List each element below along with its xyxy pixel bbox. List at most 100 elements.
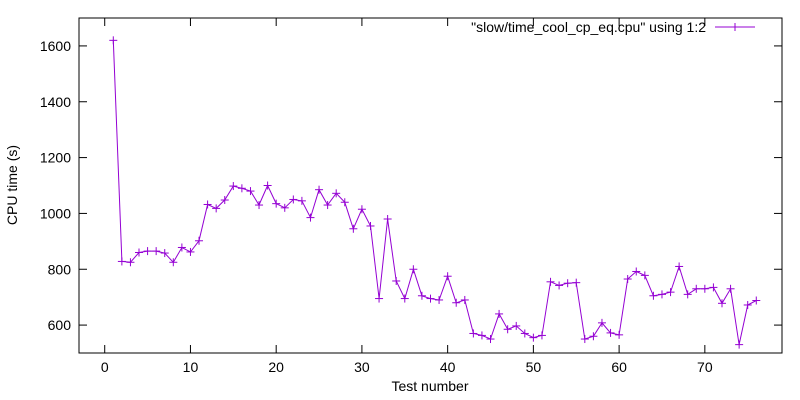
x-tick-label: 60 (611, 359, 627, 375)
data-point-marker (315, 185, 324, 194)
data-point-marker (735, 340, 744, 349)
data-point-marker (495, 309, 504, 318)
data-point-marker (700, 284, 709, 293)
data-point-marker (537, 331, 546, 340)
data-point-marker (717, 299, 726, 308)
data-point-marker (615, 330, 624, 339)
data-point-marker (117, 257, 126, 266)
y-tick-label: 1600 (40, 38, 71, 54)
data-point-marker (400, 294, 409, 303)
data-point-marker (580, 335, 589, 344)
data-point-marker (469, 329, 478, 338)
data-point-marker (160, 249, 169, 258)
data-point-marker (392, 276, 401, 285)
data-point-marker (375, 294, 384, 303)
data-point-marker (563, 279, 572, 288)
data-point-marker (417, 291, 426, 300)
x-tick-label: 10 (183, 359, 199, 375)
y-tick-label: 1400 (40, 94, 71, 110)
data-point-marker (126, 258, 135, 267)
data-point-marker (409, 265, 418, 274)
data-point-marker (109, 36, 118, 45)
data-point-marker (366, 221, 375, 230)
legend-marker (731, 23, 739, 31)
x-tick-label: 20 (268, 359, 284, 375)
data-point-marker (546, 277, 555, 286)
data-point-marker (529, 333, 538, 342)
data-point-marker (683, 290, 692, 299)
y-axis-label: CPU time (s) (4, 145, 20, 225)
x-axis: 0 10 20 30 40 50 60 70 (101, 18, 713, 375)
data-point-marker (143, 247, 152, 256)
data-point-marker (726, 284, 735, 293)
data-point-marker (255, 201, 264, 210)
y-axis: 600 800 1000 1200 1400 1600 (40, 38, 782, 333)
x-tick-label: 40 (440, 359, 456, 375)
x-tick-label: 0 (101, 359, 109, 375)
data-point-marker (152, 247, 161, 256)
data-point-marker (692, 284, 701, 293)
data-point-marker (435, 295, 444, 304)
data-point-marker (572, 278, 581, 287)
data-point-marker (589, 332, 598, 341)
data-point-marker (280, 203, 289, 212)
data-point-marker (263, 181, 272, 190)
data-point-marker (135, 248, 144, 257)
data-point-marker (649, 291, 658, 300)
data-point-marker (443, 272, 452, 281)
data-point-marker (186, 247, 195, 256)
y-tick-label: 1200 (40, 150, 71, 166)
data-point-marker (477, 331, 486, 340)
data-point-marker (349, 224, 358, 233)
data-point-marker (289, 195, 298, 204)
data-point-marker (340, 198, 349, 207)
data-point-marker (640, 271, 649, 280)
data-point-marker (666, 288, 675, 297)
y-tick-label: 800 (48, 261, 72, 277)
data-point-marker (555, 281, 564, 290)
series-line (112, 40, 757, 345)
data-point-marker (606, 328, 615, 337)
data-point-marker (357, 205, 366, 214)
data-point-marker (332, 189, 341, 198)
data-point-marker (597, 318, 606, 327)
data-point-marker (246, 187, 255, 196)
data-point-marker (657, 290, 666, 299)
data-point-marker (452, 298, 461, 307)
x-tick-label: 30 (354, 359, 370, 375)
y-tick-label: 600 (48, 317, 72, 333)
data-point-marker (623, 275, 632, 284)
data-point-marker (675, 262, 684, 271)
plot-frame (78, 17, 783, 354)
data-point-marker (503, 325, 512, 334)
data-point-marker (520, 329, 529, 338)
data-point-marker (512, 321, 521, 330)
data-point-marker (169, 258, 178, 267)
data-point-marker (195, 236, 204, 245)
x-tick-label: 50 (526, 359, 542, 375)
data-point-marker (743, 300, 752, 309)
x-axis-label: Test number (391, 378, 468, 394)
x-tick-label: 70 (697, 359, 713, 375)
data-point-marker (426, 294, 435, 303)
series-layer (109, 36, 761, 349)
data-point-marker (752, 296, 761, 305)
legend: "slow/time_cool_cp_eq.cpu" using 1:2 (471, 19, 755, 35)
data-point-marker (709, 283, 718, 292)
data-point-marker (229, 182, 238, 191)
data-point-marker (306, 213, 315, 222)
data-point-marker (383, 215, 392, 223)
data-point-marker (486, 335, 495, 344)
data-point-marker (177, 243, 186, 252)
data-point-marker (297, 196, 306, 205)
data-point-marker (237, 184, 246, 193)
data-point-marker (220, 196, 229, 205)
data-point-marker (632, 267, 641, 276)
legend-label: "slow/time_cool_cp_eq.cpu" using 1:2 (471, 19, 706, 35)
data-point-marker (203, 200, 212, 209)
data-point-marker (212, 204, 221, 213)
data-point-marker (460, 295, 469, 304)
data-point-marker (323, 201, 332, 210)
y-tick-label: 1000 (40, 205, 71, 221)
